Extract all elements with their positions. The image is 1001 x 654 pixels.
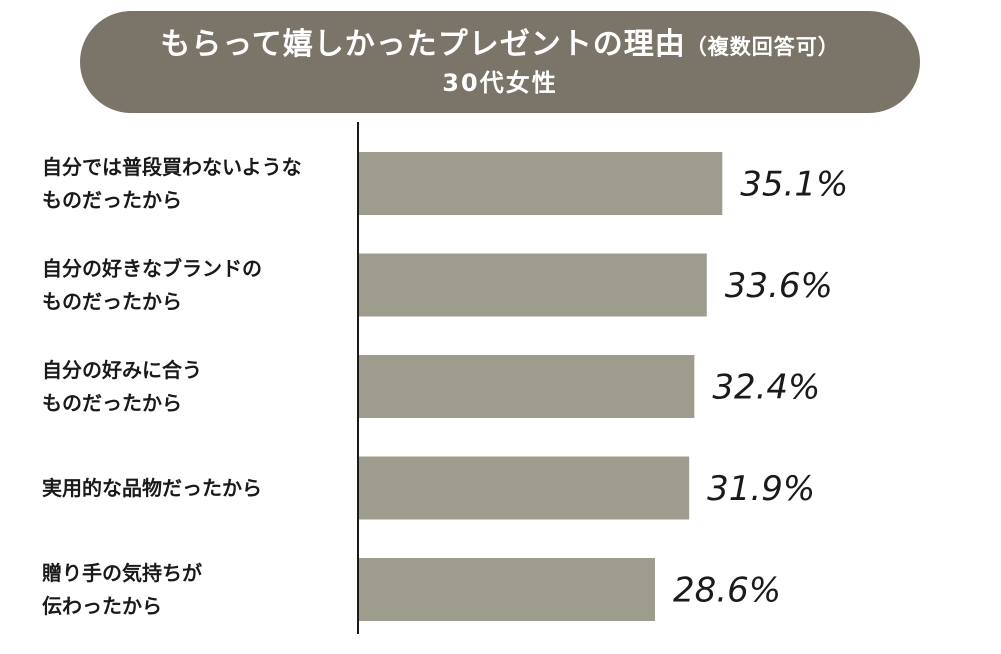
- category-label-4-line-1: 伝わったから: [42, 594, 162, 618]
- bar-4: [359, 558, 656, 621]
- bar-2: [359, 355, 695, 418]
- category-label-3-line-0: 実用的な品物だったから: [42, 476, 262, 500]
- category-label-0-line-0: 自分では普段買わないような: [42, 155, 302, 179]
- category-label-1-line-1: ものだったから: [42, 290, 182, 314]
- chart-title: もらって嬉しかったプレゼントの理由（複数回答可）: [160, 25, 840, 67]
- category-label-2-line-0: 自分の好みに合う: [42, 358, 202, 382]
- category-label-4-line-0: 贈り手の気持ちが: [42, 561, 202, 585]
- category-label-0-line-1: ものだったから: [42, 188, 182, 212]
- chart-title-note: （複数回答可）: [685, 35, 840, 59]
- value-label-2: 32.4%: [712, 368, 820, 408]
- value-label-1: 33.6%: [725, 266, 833, 306]
- bar-1: [359, 253, 707, 317]
- chart-subtitle: 30代女性: [442, 69, 558, 97]
- value-label-0: 35.1%: [740, 165, 848, 205]
- chart-title-text: もらって嬉しかったプレゼントの理由: [160, 27, 686, 62]
- value-label-3: 31.9%: [707, 469, 815, 509]
- chart-title-banner: もらって嬉しかったプレゼントの理由（複数回答可） 30代女性: [80, 11, 920, 113]
- value-label-4: 28.6%: [673, 571, 781, 611]
- bar-3: [359, 456, 690, 520]
- bar-0: [359, 152, 723, 215]
- category-label-1-line-0: 自分の好きなブランドの: [42, 257, 262, 281]
- category-label-2-line-1: ものだったから: [42, 391, 182, 415]
